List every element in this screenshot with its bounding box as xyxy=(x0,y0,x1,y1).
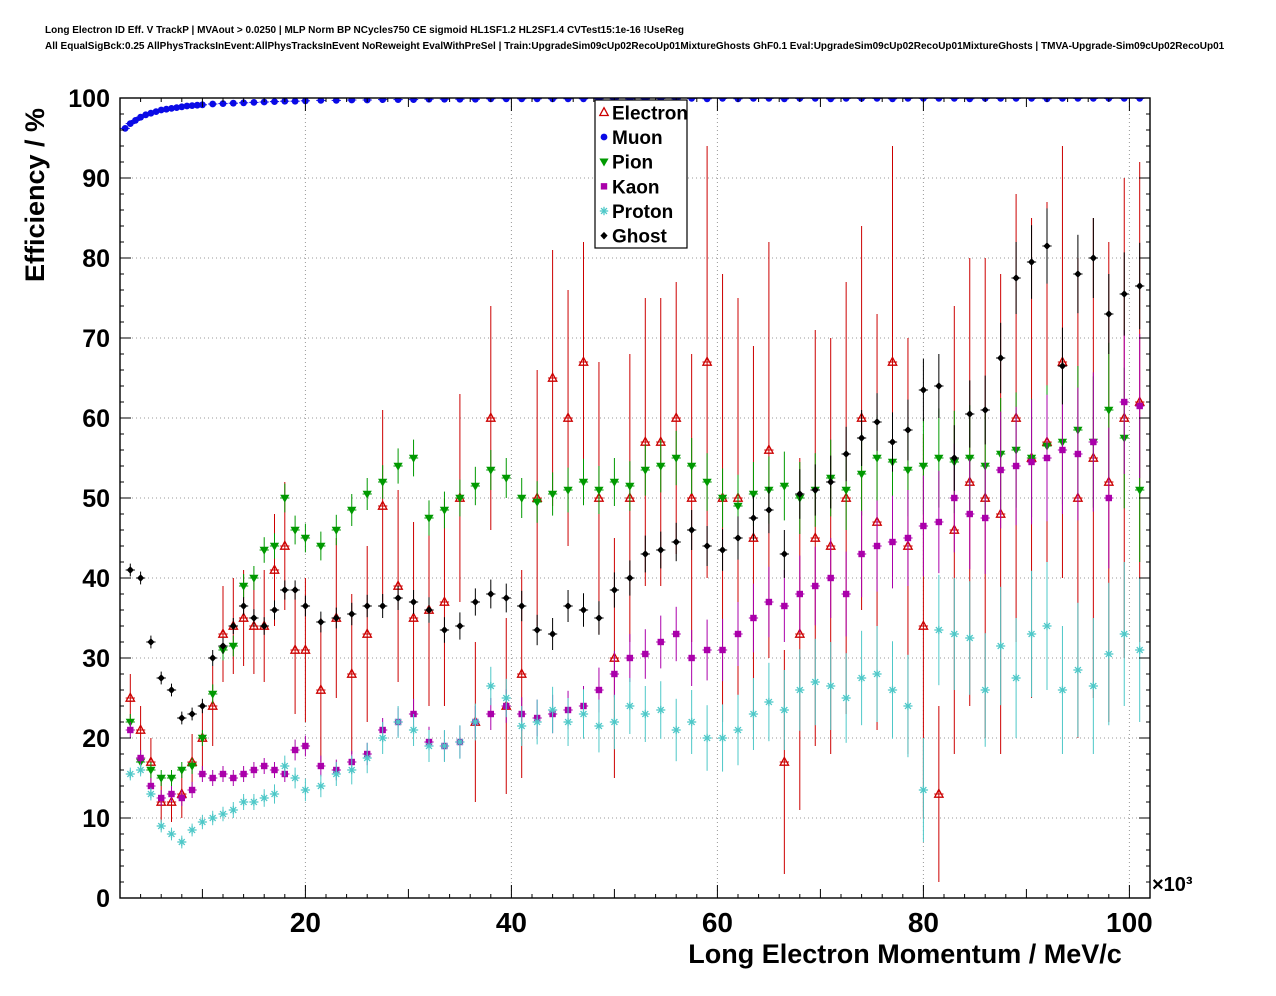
y-axis-label: Efficiency / % xyxy=(20,108,50,282)
legend-label: Ghost xyxy=(612,227,668,248)
data-points-layer xyxy=(120,98,1145,882)
legend-label: Muon xyxy=(612,128,663,149)
y-tick-label: 40 xyxy=(82,565,110,593)
series-kaon xyxy=(125,330,1145,806)
legend-label: Proton xyxy=(612,202,673,223)
plot-config-line2: All EqualSigBck:0.25 AllPhysTracksInEven… xyxy=(45,41,1225,52)
x-axis-power-multiplier: ×10³ xyxy=(1152,874,1193,896)
series-muon xyxy=(120,98,1145,132)
series-electron xyxy=(125,146,1145,882)
axis-ticks-and-labels: 20 40 60 80 100 0 10 20 30 40 50 60 70 80 90 100 xyxy=(68,85,1152,938)
x-tick-label: 80 xyxy=(908,907,939,938)
legend-label: Pion xyxy=(612,153,653,174)
series-ghost xyxy=(125,208,1145,725)
y-tick-label: 80 xyxy=(82,245,110,273)
y-tick-label: 100 xyxy=(68,85,110,113)
x-tick-label: 100 xyxy=(1106,907,1153,938)
y-tick-label: 10 xyxy=(82,805,110,833)
x-axis-label: Long Electron Momentum / MeV/c xyxy=(688,939,1122,969)
legend-entry-kaon: Kaon xyxy=(600,177,660,198)
legend-entry-pion: Pion xyxy=(599,153,653,174)
legend-label: Electron xyxy=(612,103,688,124)
x-tick-label: 20 xyxy=(290,907,321,938)
plot-config-line1: Long Electron ID Eff. V TrackP | MVAout … xyxy=(45,25,685,36)
y-tick-label: 90 xyxy=(82,165,110,193)
y-tick-label: 30 xyxy=(82,645,110,673)
y-tick-label: 20 xyxy=(82,725,110,753)
legend-label: Kaon xyxy=(612,177,660,198)
y-tick-label: 70 xyxy=(82,325,110,353)
legend-entry-muon: Muon xyxy=(600,128,663,149)
y-tick-label: 50 xyxy=(82,485,110,513)
series-proton xyxy=(125,562,1145,849)
legend-entry-electron: Electron xyxy=(598,103,688,124)
series-pion xyxy=(125,342,1145,786)
x-tick-label: 60 xyxy=(702,907,733,938)
legend-entry-proton: Proton xyxy=(599,202,673,223)
x-tick-label: 40 xyxy=(496,907,527,938)
y-tick-label: 60 xyxy=(82,405,110,433)
legend-box: Electron Muon Pion Kaon Proton Ghost xyxy=(594,99,688,249)
legend-entry-ghost: Ghost xyxy=(600,227,668,248)
y-tick-label: 0 xyxy=(96,885,110,913)
